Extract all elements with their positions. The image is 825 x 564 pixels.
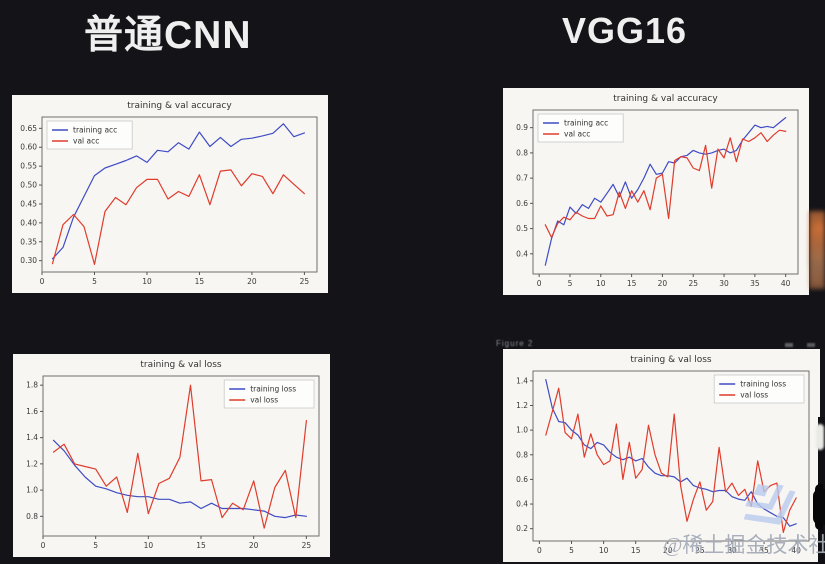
svg-text:0.2: 0.2 xyxy=(516,524,528,533)
svg-text:1.0: 1.0 xyxy=(26,486,38,495)
svg-text:0.55: 0.55 xyxy=(20,162,37,171)
chart-canvas-cnn-accuracy: training & val accuracy 0.30 0.35 0.40 0.45 0… xyxy=(20,101,318,286)
svg-text:training acc: training acc xyxy=(564,119,608,128)
svg-text:0: 0 xyxy=(41,541,46,550)
chart-canvas-vgg-accuracy: training & val accuracy 0.4 0.5 0.6 0.7 0.8 0.… xyxy=(516,94,799,288)
svg-text:val loss: val loss xyxy=(740,391,768,400)
svg-text:1.4: 1.4 xyxy=(516,376,528,385)
svg-text:0.35: 0.35 xyxy=(20,237,37,246)
svg-text:0.9: 0.9 xyxy=(516,123,528,132)
svg-text:1.4: 1.4 xyxy=(26,433,38,442)
svg-text:25: 25 xyxy=(688,279,698,288)
svg-text:training & val loss: training & val loss xyxy=(140,360,222,370)
svg-text:30: 30 xyxy=(727,546,737,555)
svg-text:0.50: 0.50 xyxy=(20,181,37,190)
svg-text:30: 30 xyxy=(719,279,729,288)
svg-text:0: 0 xyxy=(537,546,542,555)
svg-text:1.2: 1.2 xyxy=(516,401,528,410)
svg-text:5: 5 xyxy=(92,277,97,286)
svg-text:25: 25 xyxy=(695,546,705,555)
svg-text:0.8: 0.8 xyxy=(516,148,528,157)
chart-cnn-loss: training & val loss 0.8 1.0 1.2 1.4 1.6 1.8 0 5 1… xyxy=(13,354,330,557)
svg-text:15: 15 xyxy=(195,277,205,286)
svg-text:0.6: 0.6 xyxy=(516,199,528,208)
svg-text:20: 20 xyxy=(663,546,673,555)
svg-text:10: 10 xyxy=(142,277,152,286)
svg-text:10: 10 xyxy=(599,546,609,555)
svg-text:training & val accuracy: training & val accuracy xyxy=(613,94,718,104)
svg-text:0.30: 0.30 xyxy=(20,256,37,265)
svg-text:15: 15 xyxy=(196,541,206,550)
svg-text:25: 25 xyxy=(302,541,312,550)
svg-text:35: 35 xyxy=(759,546,769,555)
figure-window-title: Figure 2 xyxy=(496,339,534,348)
chart-cnn-accuracy: training & val accuracy 0.30 0.35 0.40 0.45 0… xyxy=(12,95,328,293)
svg-text:0.4: 0.4 xyxy=(516,500,528,509)
svg-text:1.6: 1.6 xyxy=(26,407,38,416)
svg-text:5: 5 xyxy=(569,546,574,555)
svg-text:20: 20 xyxy=(249,541,259,550)
svg-text:10: 10 xyxy=(596,279,606,288)
watermark-text: @稀土掘金技术社区 xyxy=(663,533,825,557)
svg-text:15: 15 xyxy=(627,279,637,288)
svg-text:40: 40 xyxy=(791,546,801,555)
svg-text:1.8: 1.8 xyxy=(26,381,38,390)
svg-text:25: 25 xyxy=(300,277,310,286)
svg-text:0.4: 0.4 xyxy=(516,249,528,258)
svg-text:0.40: 0.40 xyxy=(20,218,37,227)
svg-text:40: 40 xyxy=(781,279,791,288)
juejin-logo-icon xyxy=(743,484,796,525)
svg-text:1.2: 1.2 xyxy=(26,459,38,468)
column-header-vgg16: VGG16 xyxy=(562,10,688,51)
svg-text:1.0: 1.0 xyxy=(516,426,528,435)
svg-text:training & val accuracy: training & val accuracy xyxy=(127,101,232,111)
chart-vgg-accuracy: training & val accuracy 0.4 0.5 0.6 0.7 0.8 0.… xyxy=(503,88,809,295)
svg-text:0.8: 0.8 xyxy=(516,450,528,459)
svg-text:20: 20 xyxy=(658,279,668,288)
column-header-cnn: 普通CNN xyxy=(84,14,252,57)
svg-text:0.5: 0.5 xyxy=(516,224,528,233)
svg-text:10: 10 xyxy=(144,541,154,550)
svg-text:0.60: 0.60 xyxy=(20,143,37,152)
svg-text:training loss: training loss xyxy=(250,385,296,394)
svg-text:0: 0 xyxy=(537,279,542,288)
window-controls-blur-icon xyxy=(785,343,823,347)
svg-text:15: 15 xyxy=(631,546,641,555)
svg-text:0.65: 0.65 xyxy=(20,124,37,133)
svg-text:0.45: 0.45 xyxy=(20,199,37,208)
edge-blur-artifact xyxy=(809,211,825,289)
svg-text:0.6: 0.6 xyxy=(516,475,528,484)
svg-text:35: 35 xyxy=(750,279,760,288)
svg-text:5: 5 xyxy=(93,541,98,550)
chart-vgg-loss: training & val loss 0.2 0.4 0.6 0.8 1.0 1.2 1.4… xyxy=(503,349,820,562)
chart-canvas-vgg-loss: training & val loss 0.2 0.4 0.6 0.8 1.0 1.2 1.4… xyxy=(516,355,810,555)
svg-text:val acc: val acc xyxy=(73,137,99,146)
svg-text:val acc: val acc xyxy=(564,130,590,139)
svg-text:20: 20 xyxy=(247,277,257,286)
svg-text:training loss: training loss xyxy=(740,380,786,389)
svg-text:training & val loss: training & val loss xyxy=(630,355,712,365)
svg-text:training acc: training acc xyxy=(73,126,117,135)
chart-canvas-cnn-loss: training & val loss 0.8 1.0 1.2 1.4 1.6 1.8 0 5 1… xyxy=(26,360,320,550)
edge-black-artifact xyxy=(813,489,825,525)
svg-text:0.8: 0.8 xyxy=(26,512,38,521)
svg-text:val loss: val loss xyxy=(250,396,278,405)
edge-white-artifact xyxy=(816,424,824,450)
svg-text:0: 0 xyxy=(40,277,45,286)
svg-text:0.7: 0.7 xyxy=(516,174,528,183)
svg-text:5: 5 xyxy=(568,279,573,288)
